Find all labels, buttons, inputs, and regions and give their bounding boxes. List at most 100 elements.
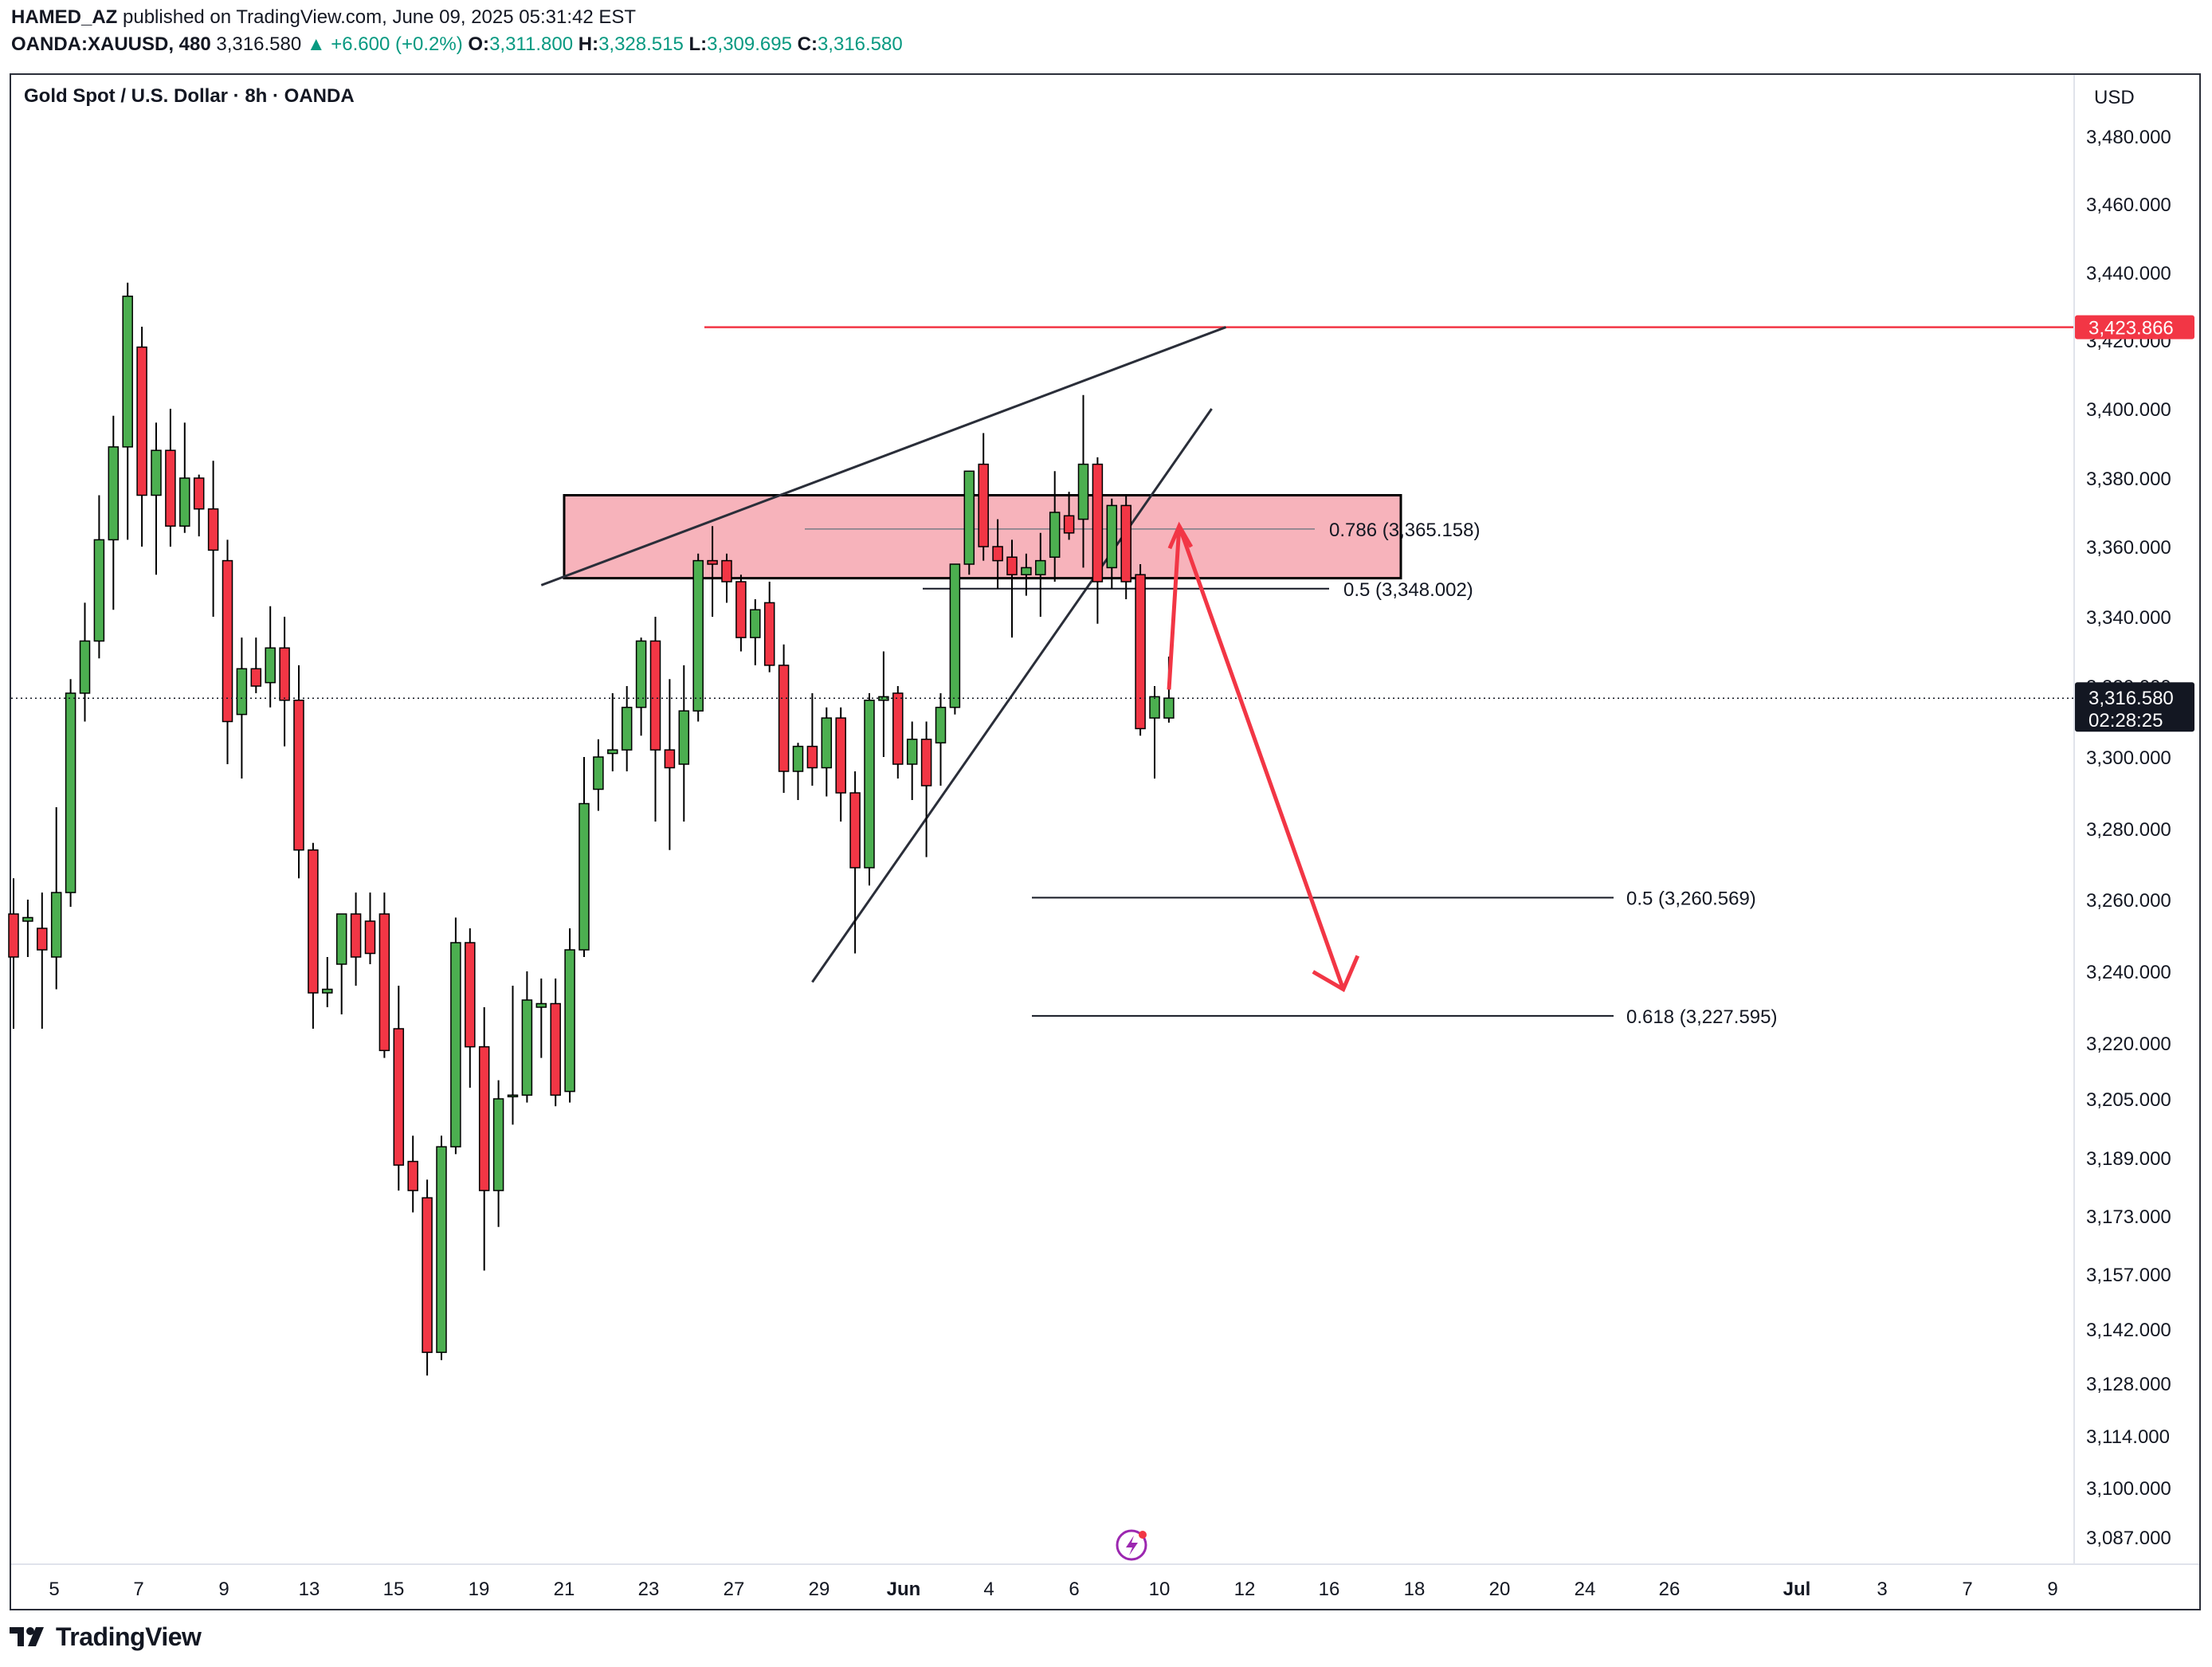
y-tick-label: 3,380.000	[2086, 469, 2171, 490]
candle-body	[1120, 504, 1131, 582]
candle-body	[350, 913, 362, 958]
candle-body	[93, 539, 105, 642]
current-price-tag-value: 3,316.580	[2088, 688, 2174, 709]
candle-body	[151, 449, 162, 496]
candle-body	[179, 477, 190, 527]
candle-body	[79, 640, 91, 694]
x-tick-label: 9	[218, 1579, 229, 1600]
y-tick-label: 3,360.000	[2086, 537, 2171, 559]
change-value: ▲ +6.600 (+0.2%)	[306, 33, 463, 55]
y-tick-label: 3,157.000	[2086, 1265, 2171, 1286]
candle-body	[108, 446, 120, 541]
candle-body	[707, 559, 718, 565]
candle-body	[878, 696, 889, 701]
candle-body	[521, 999, 533, 1096]
candle-body	[792, 745, 804, 772]
close-value: 3,316.580	[817, 33, 903, 55]
candle-body	[136, 346, 147, 496]
y-tick-label: 3,240.000	[2086, 962, 2171, 983]
lower-trendline	[811, 408, 1213, 983]
x-tick-label: 24	[1575, 1579, 1596, 1600]
candle-body	[721, 559, 732, 582]
candle-body	[849, 792, 861, 869]
candle-body	[949, 563, 961, 708]
tradingview-logo[interactable]: TradingView	[10, 1621, 202, 1653]
candle-body	[478, 1045, 490, 1191]
open-value: 3,311.800	[489, 33, 574, 55]
candle-body	[50, 892, 62, 958]
y-tick-label: 3,340.000	[2086, 607, 2171, 629]
candle-body	[393, 1028, 405, 1166]
last-price: 3,316.580	[216, 33, 302, 55]
high-value: 3,328.515	[598, 33, 684, 55]
candle-body	[664, 749, 676, 769]
y-tick-label: 3,173.000	[2086, 1206, 2171, 1228]
published-text: published on TradingView.com, June 09, 2…	[123, 6, 637, 28]
upper-trendline	[540, 326, 1227, 586]
y-tick-label: 3,440.000	[2086, 263, 2171, 284]
candle-body	[265, 647, 276, 684]
candle-body	[750, 609, 761, 638]
candle-body	[678, 710, 690, 765]
y-tick-label: 3,142.000	[2086, 1320, 2171, 1341]
author-name: HAMED_AZ	[11, 6, 118, 28]
candle-body	[607, 749, 618, 755]
x-tick-label: 10	[1149, 1579, 1171, 1600]
x-tick-label: 23	[638, 1579, 660, 1600]
x-tick-label: 15	[383, 1579, 405, 1600]
projection-arrowhead-down	[1312, 955, 1360, 993]
y-tick-label: 3,300.000	[2086, 747, 2171, 769]
close-label: C:	[797, 33, 818, 55]
projection-arrowhead-up	[1167, 521, 1194, 550]
candle-body	[1021, 567, 1032, 575]
x-tick-label: 16	[1319, 1579, 1340, 1600]
candle-body	[422, 1197, 433, 1353]
x-tick-label: 18	[1404, 1579, 1426, 1600]
symbol-label: OANDA:XAUUSD, 480	[11, 33, 211, 55]
x-tick-label: 12	[1234, 1579, 1256, 1600]
x-tick-label: 6	[1069, 1579, 1079, 1600]
candle-body	[207, 508, 219, 551]
candle-body	[1149, 696, 1160, 719]
candle-body	[1063, 515, 1075, 534]
candle-body	[492, 1098, 504, 1191]
candle-body	[193, 477, 205, 510]
current-price-tag	[2075, 682, 2194, 732]
tradingview-logo-icon	[10, 1627, 44, 1646]
y-tick-label: 3,114.000	[2086, 1426, 2170, 1448]
low-label: L:	[688, 33, 708, 55]
candle-body	[835, 717, 846, 794]
x-tick-label: Jun	[887, 1579, 921, 1600]
candle-body	[864, 700, 875, 869]
high-label: H:	[578, 33, 599, 55]
candle-body	[165, 449, 176, 527]
candle-body	[692, 559, 704, 712]
y-tick-label: 3,260.000	[2086, 890, 2171, 912]
candle-body	[535, 1002, 547, 1008]
currency-label: USD	[2094, 87, 2135, 108]
candle-body	[978, 463, 989, 547]
y-tick-label: 3,280.000	[2086, 819, 2171, 841]
candle-body	[821, 717, 833, 769]
candle-body	[378, 913, 390, 1052]
candle-body	[65, 692, 76, 893]
candle-body	[806, 745, 818, 769]
chart-frame[interactable]	[10, 73, 2201, 1610]
lightning-bolt-icon	[1126, 1536, 1138, 1555]
y-tick-label: 3,400.000	[2086, 399, 2171, 421]
x-tick-label: 29	[809, 1579, 830, 1600]
y-tick-label: 3,480.000	[2086, 127, 2171, 148]
candle-body	[407, 1160, 418, 1191]
candle-body	[1135, 574, 1146, 730]
publish-line: HAMED_AZ published on TradingView.com, J…	[11, 6, 636, 29]
x-tick-label: 13	[299, 1579, 320, 1600]
y-tick-label: 3,087.000	[2086, 1528, 2171, 1549]
x-tick-label: 4	[983, 1579, 994, 1600]
candle-body	[436, 1146, 447, 1353]
candle-body	[335, 913, 347, 965]
x-tick-label: 21	[554, 1579, 575, 1600]
fib-level-label: 0.5 (3,348.002)	[1343, 579, 1473, 601]
candle-body	[906, 739, 918, 765]
candle-body	[763, 602, 775, 666]
